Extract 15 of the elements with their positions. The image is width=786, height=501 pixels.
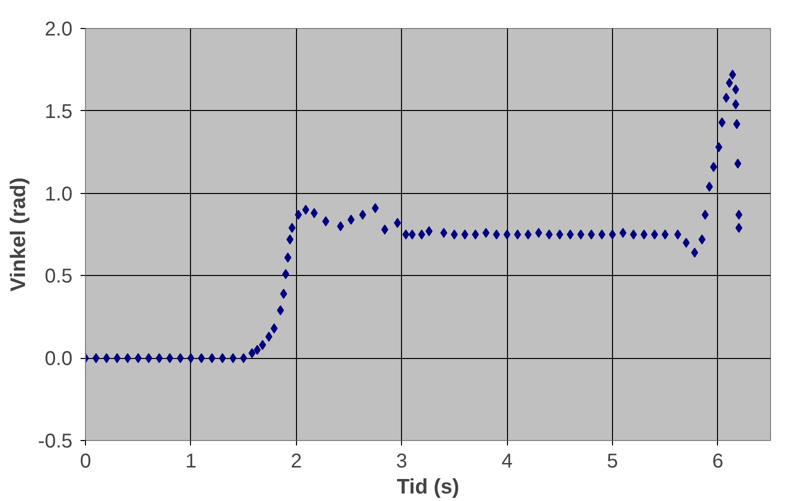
x-axis-title: Tid (s)	[396, 476, 460, 498]
y-tick-label: 1.5	[44, 100, 73, 123]
x-tick-label: 1	[185, 450, 196, 472]
x-tick-label: 6	[712, 450, 724, 472]
y-tick-label: 0.0	[44, 348, 73, 370]
y-axis-title: Vinkel (rad)	[7, 178, 30, 292]
x-tick-label: 5	[606, 450, 618, 472]
y-tick-label: 1.0	[44, 183, 73, 206]
y-tick-label: 0.5	[44, 266, 73, 288]
x-tick-label: 2	[290, 450, 302, 472]
x-tick-label: 3	[396, 450, 408, 472]
x-tick-label: 4	[501, 450, 513, 472]
x-tick-label: 0	[80, 450, 92, 472]
y-tick-label: -0.5	[38, 430, 73, 452]
y-tick-label: 2.0	[44, 18, 73, 40]
